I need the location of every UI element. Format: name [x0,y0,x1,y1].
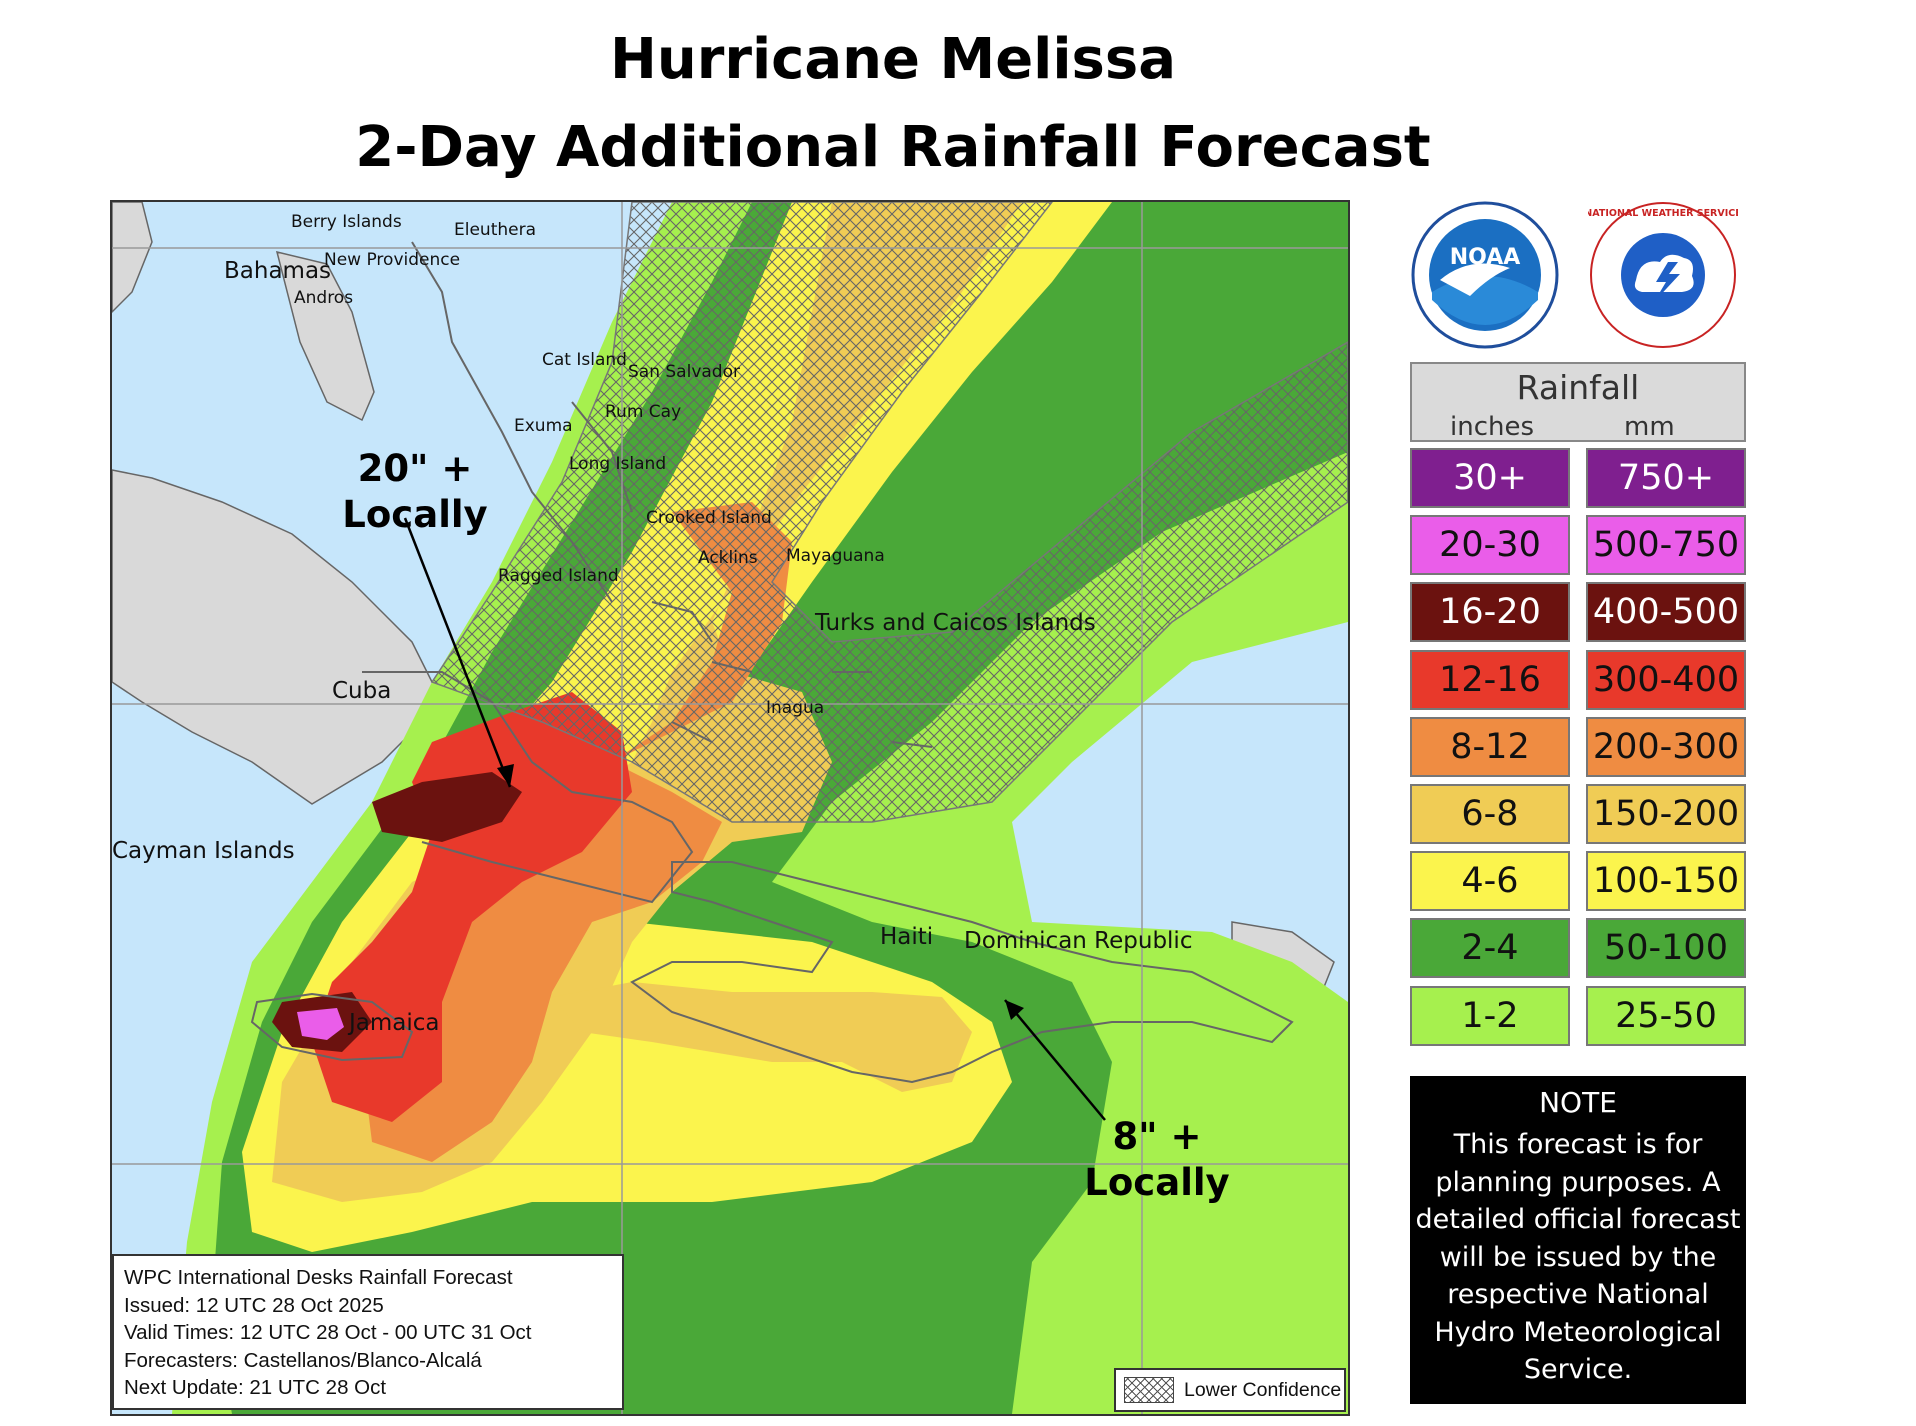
rainfall-map-graphic [112,202,1348,1414]
cuba-east-coast [362,671,694,904]
dr-callout-arrowhead [1005,1000,1024,1020]
noaa-logo-text: NOAA [1450,245,1521,270]
note-line: will be issued by the [1439,1241,1717,1273]
legend-mm-cell: 750+ [1586,448,1746,508]
forecast-note: NOTE This forecast is for planning purpo… [1410,1076,1746,1404]
label-turks-caicos: Turks and Caicos Islands [815,610,1096,636]
jamaica-coast [250,992,414,1062]
lower-confidence-key: Lower Confidence [1114,1368,1346,1412]
legend-col-mm: mm [1624,412,1675,442]
florida-land [112,202,153,314]
legend-mm-cell: 500-750 [1586,515,1746,575]
lower-confidence-area [430,202,1348,823]
label-haiti: Haiti [880,924,934,950]
legend-inches-cell: 30+ [1410,448,1570,508]
legend-inches-cell: 2-4 [1410,918,1570,978]
bahamas-islands [411,241,933,748]
label-new-providence: New Providence [324,250,461,270]
legend-inches-cell: 6-8 [1410,784,1570,844]
note-body: This forecast is for planning purposes. … [1410,1126,1746,1389]
lower-confidence-label: Lower Confidence [1184,1378,1342,1401]
noaa-logo: NOAA [1411,201,1559,349]
legend-inches-cell: 12-16 [1410,650,1570,710]
label-rum-cay: Rum Cay [605,402,682,422]
legend-mm-cell: 300-400 [1586,650,1746,710]
nws-logo-text: NATIONAL WEATHER SERVICE [1588,208,1738,219]
label-jamaica: Jamaica [349,1010,440,1036]
label-ragged-island: Ragged Island [498,566,619,586]
dr-callout-arrow [1004,999,1106,1121]
label-cuba: Cuba [332,678,392,704]
legend-inches-cell: 16-20 [1410,582,1570,642]
info-line-2: Issued: 12 UTC 28 Oct 2025 [124,1293,384,1317]
contour-12-16 [312,692,632,1122]
cuba-callout-arrowhead [497,764,514,787]
legend-mm-cell: 150-200 [1586,784,1746,844]
hatch-swatch-icon [1124,1377,1174,1403]
cuba-callout-line1: 20" + [357,447,473,490]
label-dominican-republic: Dominican Republic [964,928,1193,954]
legend-mm-cell: 25-50 [1586,986,1746,1046]
label-cat-island: Cat Island [542,350,627,370]
note-line: planning purposes. A [1435,1166,1721,1198]
legend-mm-cell: 400-500 [1586,582,1746,642]
label-andros: Andros [294,288,354,308]
legend-mm-cell: 100-150 [1586,851,1746,911]
label-bahamas: Bahamas [224,258,332,284]
legend-col-inches: inches [1450,412,1535,442]
note-line: Service. [1523,1354,1633,1385]
label-acklins: Acklins [698,548,758,568]
label-eleuthera: Eleuthera [454,220,537,240]
title-line-2: 2-Day Additional Rainfall Forecast [355,115,1431,180]
note-line: respective National [1447,1279,1709,1310]
legend-inches-cell: 20-30 [1410,515,1570,575]
contour-20-30-jamaica [297,1008,344,1040]
legend-title: Rainfall [1516,368,1640,407]
forecast-info-box: WPC International Desks Rainfall Forecas… [112,1254,624,1410]
label-cayman-islands: Cayman Islands [112,838,295,864]
legend-mm-cell: 50-100 [1586,918,1746,978]
legend-inches-cell: 4-6 [1410,851,1570,911]
rainfall-legend-header: Rainfall inches mm [1410,362,1746,442]
note-line: detailed official forecast [1415,1204,1741,1235]
hispaniola-coast [630,861,1294,1084]
legend-inches-cell: 8-12 [1410,717,1570,777]
title-line-1: Hurricane Melissa [609,27,1177,92]
info-line-4: Forecasters: Castellanos/Blanco-Alcalá [124,1348,482,1372]
note-line: Hydro Meteorological [1434,1316,1722,1348]
rainfall-map: Berry Islands Eleuthera New Providence B… [110,200,1350,1416]
label-inagua: Inagua [766,698,825,718]
dr-callout-line2: Locally [1084,1161,1230,1204]
nws-logo: NATIONAL WEATHER SERVICE [1588,202,1738,348]
label-san-salvador: San Salvador [628,362,740,382]
legend-inches-cell: 1-2 [1410,986,1570,1046]
info-line-1: WPC International Desks Rainfall Forecas… [124,1266,513,1289]
label-mayaguana: Mayaguana [786,546,885,566]
cuba-callout: 20" + Locally [330,446,500,538]
info-line-3: Valid Times: 12 UTC 28 Oct - 00 UTC 31 O… [124,1321,532,1344]
note-line: This forecast is for [1453,1129,1703,1160]
label-long-island: Long Island [569,454,667,474]
label-crooked-island: Crooked Island [646,508,772,528]
legend-mm-cell: 200-300 [1586,717,1746,777]
cuba-callout-arrow [403,517,512,788]
cuba-callout-line2: Locally [342,493,488,536]
note-title: NOTE [1539,1086,1617,1119]
andros-land [275,250,375,422]
dr-callout-line1: 8" + [1112,1115,1202,1158]
label-exuma: Exuma [514,416,573,436]
label-berry-islands: Berry Islands [291,212,402,232]
dr-callout: 8" + Locally [1082,1114,1232,1206]
contour-16-20-cuba [372,772,522,842]
info-line-5: Next Update: 21 UTC 28 Oct [124,1376,387,1399]
contour-6-8-hispaniola [552,982,972,1092]
